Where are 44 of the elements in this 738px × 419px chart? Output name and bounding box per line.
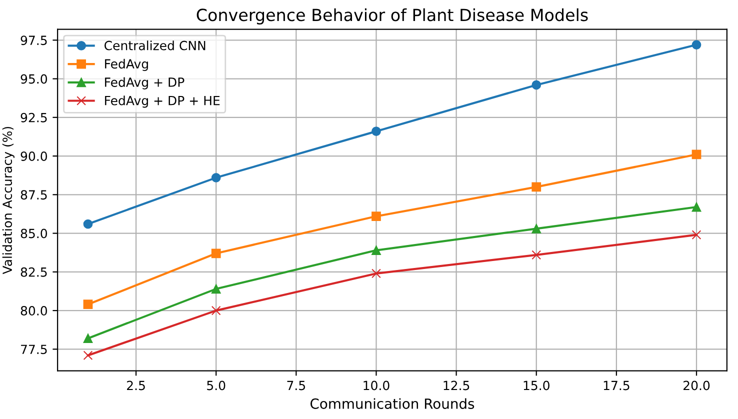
- legend-label: FedAvg + DP: [105, 77, 184, 90]
- y-tick-label: 82.5: [20, 267, 47, 277]
- legend-label: FedAvg + DP + HE: [105, 96, 220, 108]
- y-tick-label: 97.5: [20, 36, 47, 46]
- x-tick-label: 20.0: [684, 380, 710, 390]
- y-tick-label: 77.5: [21, 344, 47, 354]
- point: [211, 172, 221, 182]
- point: [532, 182, 542, 192]
- point: [211, 284, 221, 294]
- y-tick-label: 85.0: [20, 228, 48, 238]
- x-tick-label: 2.5: [127, 380, 145, 390]
- legend-label: Centralized CNN: [104, 40, 206, 50]
- y-tick-label: 95.0: [20, 74, 48, 84]
- point: [532, 250, 542, 260]
- x-tick-label: 5.0: [207, 380, 226, 390]
- y-tick-label: 80.0: [20, 306, 48, 316]
- x-tick-label: 15.0: [524, 380, 550, 390]
- x-tick-label: 12.5: [444, 380, 470, 390]
- y-tick-label: 90.0: [20, 152, 48, 161]
- x-tick-label: 17.5: [604, 380, 630, 390]
- point: [83, 334, 93, 344]
- y-tick-label: 92.5: [20, 112, 47, 122]
- point: [211, 248, 221, 258]
- legend-label: FedAvg: [105, 58, 148, 72]
- point: [211, 306, 221, 316]
- x-tick-label: 7.5: [287, 380, 306, 390]
- point: [692, 202, 702, 212]
- point: [532, 80, 542, 90]
- y-tick-label: 87.5: [20, 190, 47, 200]
- chart-title: Convergence Behavior of Plant Disease Models: [196, 8, 588, 24]
- point: [532, 224, 542, 234]
- point: [372, 212, 381, 221]
- point: [372, 126, 381, 136]
- x-axis-title: Communication Rounds: [310, 398, 474, 409]
- point: [692, 150, 702, 160]
- point: [692, 40, 702, 50]
- point: [83, 350, 93, 360]
- x-tick-label: 10.0: [364, 380, 390, 390]
- point: [692, 230, 702, 240]
- point: [372, 246, 381, 255]
- point: [372, 268, 381, 278]
- point: [83, 300, 93, 310]
- y-axis-title: Validation Accuracy (%): [2, 126, 14, 274]
- point: [83, 219, 93, 229]
